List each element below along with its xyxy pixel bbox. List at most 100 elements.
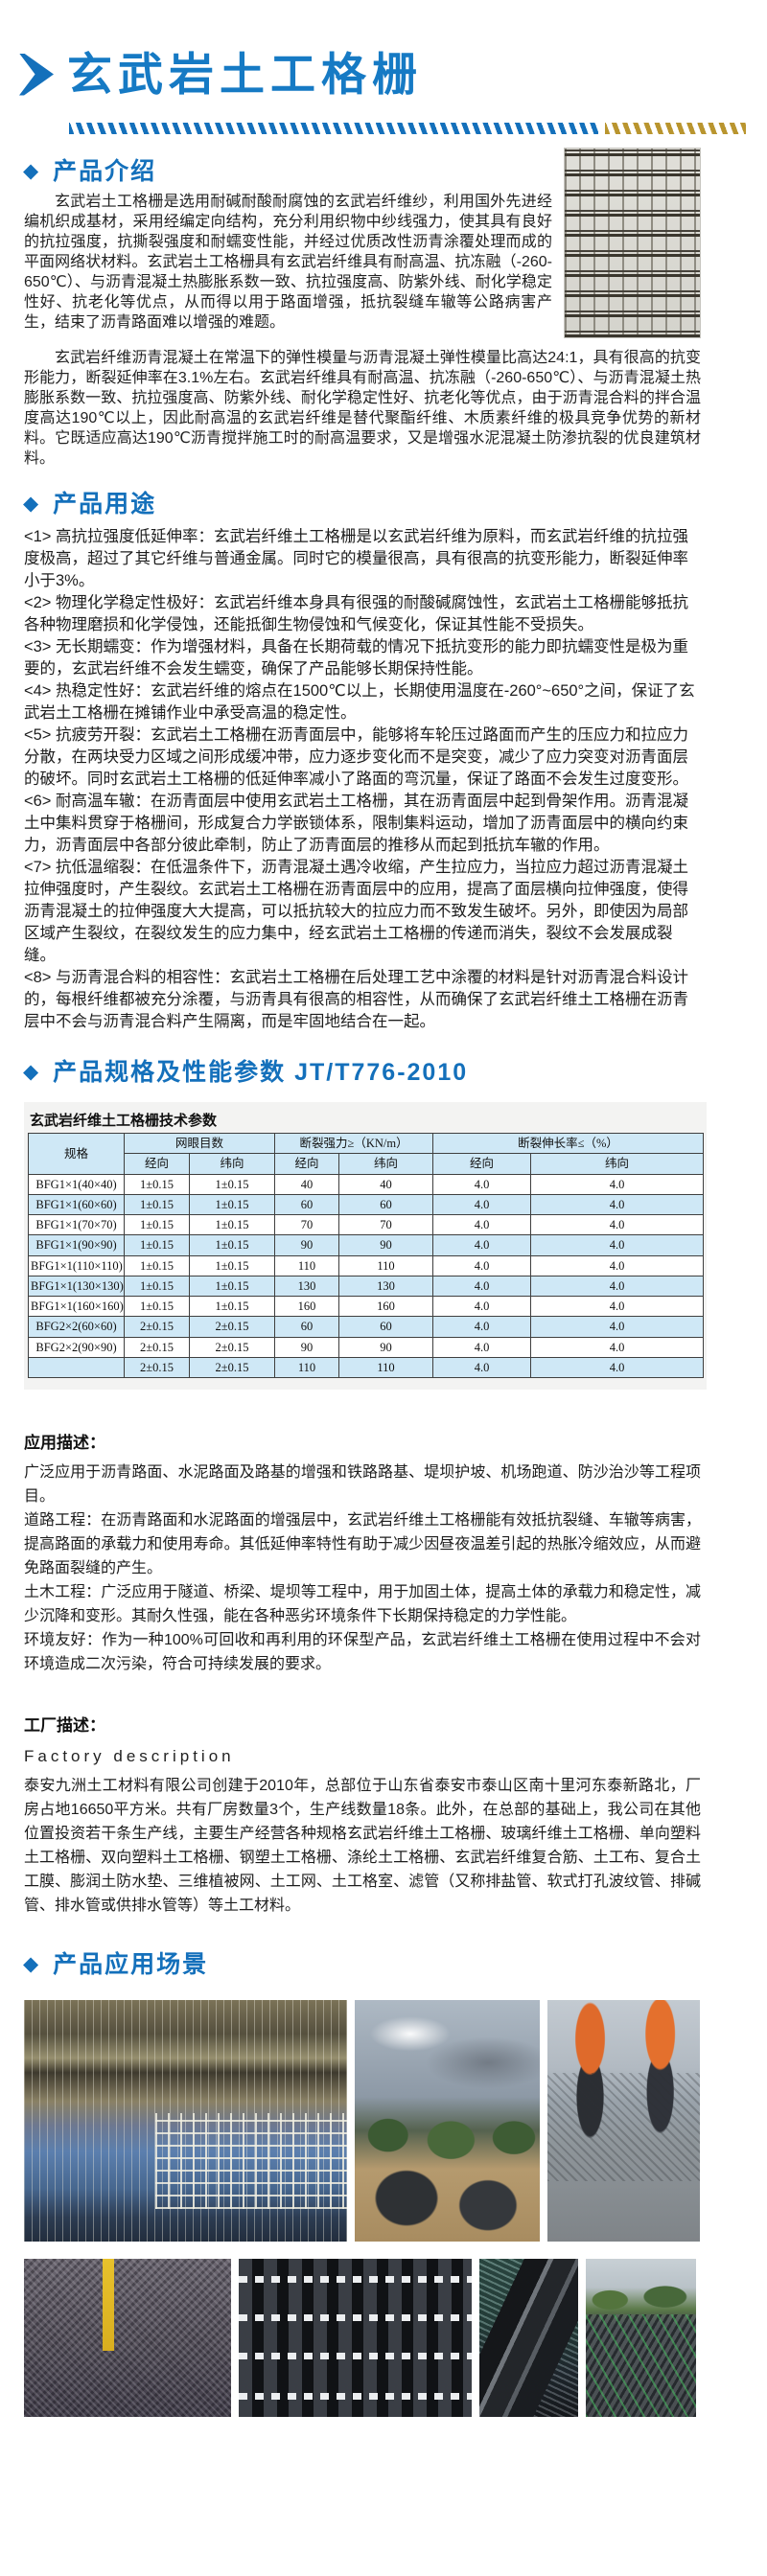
cell: 90 <box>338 1234 434 1256</box>
cell: 60 <box>338 1316 434 1338</box>
cell: 4.0 <box>432 1336 532 1358</box>
diamond-icon: ◆ <box>23 1061 41 1083</box>
cell-spec: BFG1×1(70×70) <box>28 1213 125 1236</box>
cell: 1±0.15 <box>188 1275 276 1298</box>
product-mesh-image <box>564 148 701 338</box>
cell: 60 <box>338 1193 434 1216</box>
cell: 4.0 <box>530 1316 705 1338</box>
col-header-spec: 规格 <box>28 1133 125 1175</box>
cell: 4.0 <box>432 1295 532 1318</box>
cell: 4.0 <box>432 1193 532 1216</box>
gallery-photo-outdoor-rolls <box>586 2259 696 2417</box>
table-row: BFG1×1(40×40) 1±0.15 1±0.15 40 40 4.0 4.0 <box>28 1173 705 1195</box>
use-item: <6> 耐高温车辙：在沥青面层中使用玄武岩土工格栅，其在沥青面层中起到骨架作用。… <box>24 793 689 854</box>
cell: 1±0.15 <box>188 1173 276 1195</box>
section-heading-intro-label: 产品介绍 <box>53 158 157 185</box>
cell: 4.0 <box>432 1254 532 1276</box>
cell-spec: BFG2×2(60×60) <box>28 1316 125 1338</box>
section-heading-intro: ◆ 产品介绍 <box>23 157 767 186</box>
use-item: <4> 热稳定性好：玄武岩纤维的熔点在1500℃以上，长期使用温度在-260°~… <box>24 682 695 722</box>
cell: 110 <box>274 1356 340 1379</box>
section-heading-specs: ◆ 产品规格及性能参数 JT/T776-2010 <box>23 1058 767 1087</box>
intro-section: 玄武岩土工格栅是选用耐碱耐酸耐腐蚀的玄武岩纤维纱，利用国外先进经编机织成基材，采… <box>24 148 701 469</box>
diamond-icon: ◆ <box>23 493 41 515</box>
cell: 60 <box>274 1193 340 1216</box>
cell: 1±0.15 <box>124 1173 190 1195</box>
cell: 2±0.15 <box>188 1316 276 1338</box>
cell: 1±0.15 <box>124 1295 190 1318</box>
col-subheader-warp: 经向 <box>432 1153 532 1175</box>
diamond-icon: ◆ <box>23 160 41 182</box>
col-subheader-weft: 纬向 <box>338 1153 434 1175</box>
section-heading-gallery: ◆ 产品应用场景 <box>23 1950 767 1979</box>
gallery-photo-roller-machine <box>479 2259 578 2417</box>
gallery-photo-stacked-bundles <box>355 2000 540 2242</box>
application-paragraph: 环境友好：作为一种100%可回收和再利用的环保型产品，玄武岩纤维土工格栅在使用过… <box>24 1632 701 1672</box>
table-row: BFG1×1(90×90) 1±0.15 1±0.15 90 90 4.0 4.0 <box>28 1234 705 1256</box>
cell-spec: BFG1×1(60×60) <box>28 1193 125 1216</box>
use-item: <2> 物理化学稳定性极好：玄武岩纤维本身具有很强的耐酸碱腐蚀性，玄武岩土工格栅… <box>24 594 689 633</box>
cell: 4.0 <box>432 1356 532 1379</box>
use-item: <8> 与沥青混合料的相容性：玄武岩土工格栅在后处理工艺中涂覆的材料是针对沥青混… <box>24 969 689 1030</box>
application-paragraph: 广泛应用于沥青路面、水泥路面及路基的增强和铁路路基、堤坝护坡、机场跑道、防沙治沙… <box>24 1464 701 1505</box>
use-item: <7> 抗低温缩裂：在低温条件下，沥青混凝土遇冷收缩，产生拉应力，当拉应力超过沥… <box>24 859 689 964</box>
table-row: BFG1×1(60×60) 1±0.15 1±0.15 60 60 4.0 4.0 <box>28 1193 705 1216</box>
col-header-mesh: 网眼目数 <box>123 1132 276 1155</box>
gallery-row-2 <box>24 2259 767 2417</box>
col-subheader-weft: 纬向 <box>188 1153 276 1175</box>
section-heading-uses: ◆ 产品用途 <box>23 490 767 518</box>
cell: 40 <box>338 1173 434 1195</box>
gallery-photo-workers-paving <box>547 2000 700 2242</box>
cell: 130 <box>274 1275 340 1298</box>
col-subheader-warp: 经向 <box>124 1153 190 1175</box>
table-row: 2±0.15 2±0.15 110 110 4.0 4.0 <box>28 1356 705 1379</box>
use-item: <1> 高抗拉强度低延伸率：玄武岩纤维土工格栅是以玄武岩纤维为原料，而玄武岩纤维… <box>24 528 689 589</box>
section-heading-gallery-label: 产品应用场景 <box>53 1951 209 1978</box>
application-section: 广泛应用于沥青路面、水泥路面及路基的增强和铁路路基、堤坝护坡、机场跑道、防沙治沙… <box>24 1460 701 1676</box>
divider-gold-stripes <box>605 123 746 134</box>
table-row: BFG1×1(110×110) 1±0.15 1±0.15 110 110 4.0 4.0 <box>28 1254 705 1276</box>
table-row: BFG2×2(90×90) 2±0.15 2±0.15 90 90 4.0 4.0 <box>28 1336 705 1358</box>
application-paragraph: 道路工程：在沥青路面和水泥路面的增强层中，玄武岩纤维土工格栅能有效抵抗裂缝、车辙… <box>24 1512 701 1576</box>
cell-spec: BFG1×1(160×160) <box>28 1295 125 1318</box>
factory-section: 泰安九洲土工材料有限公司创建于2010年，总部位于山东省泰安市泰山区南十里河东泰… <box>24 1774 701 1918</box>
col-subheader-weft: 纬向 <box>530 1153 705 1175</box>
col-header-elongation: 断裂伸长率≤（%） <box>432 1132 705 1155</box>
cell: 1±0.15 <box>124 1234 190 1256</box>
table-row: BFG2×2(60×60) 2±0.15 2±0.15 60 60 4.0 4.0 <box>28 1316 705 1338</box>
gallery-photo-grid-closeup <box>239 2259 472 2417</box>
cell: 4.0 <box>530 1193 705 1216</box>
cell: 2±0.15 <box>124 1316 190 1338</box>
cell: 2±0.15 <box>188 1356 276 1379</box>
spec-table-subheader-row: 经向 纬向 经向 纬向 经向 纬向 <box>29 1153 705 1175</box>
cell: 110 <box>338 1254 434 1276</box>
cell: 4.0 <box>530 1254 705 1276</box>
cell: 1±0.15 <box>124 1254 190 1276</box>
factory-paragraph: 泰安九洲土工材料有限公司创建于2010年，总部位于山东省泰安市泰山区南十里河东泰… <box>24 1778 701 1914</box>
divider-gap <box>598 123 605 134</box>
cell: 40 <box>274 1173 340 1195</box>
cell: 4.0 <box>432 1213 532 1236</box>
cell: 70 <box>338 1213 434 1236</box>
application-heading: 应用描述： <box>24 1434 105 1452</box>
cell: 4.0 <box>530 1234 705 1256</box>
page-title: 玄武岩土工格栅 <box>67 49 423 100</box>
cell: 1±0.15 <box>188 1295 276 1318</box>
cell: 4.0 <box>530 1213 705 1236</box>
spec-table-title: 玄武岩纤维土工格栅技术参数 <box>30 1114 218 1129</box>
cell: 1±0.15 <box>188 1193 276 1216</box>
cell-spec: BFG1×1(110×110) <box>28 1254 125 1276</box>
divider-blue-stripes <box>69 123 598 134</box>
cell: 2±0.15 <box>188 1336 276 1358</box>
cell-spec: BFG2×2(90×90) <box>28 1336 125 1358</box>
cell: 1±0.15 <box>124 1275 190 1298</box>
spec-table-header-row: 规格 网眼目数 断裂强力≥（KN/m） 断裂伸长率≤（%） <box>28 1132 705 1175</box>
factory-subheading: Factory description <box>24 1747 235 1765</box>
cell: 4.0 <box>530 1336 705 1358</box>
cell: 2±0.15 <box>124 1336 190 1358</box>
cell: 160 <box>338 1295 434 1318</box>
gallery-photo-production-line <box>24 2000 347 2242</box>
cell: 4.0 <box>530 1173 705 1195</box>
col-header-strength: 断裂强力≥（KN/m） <box>274 1132 434 1155</box>
